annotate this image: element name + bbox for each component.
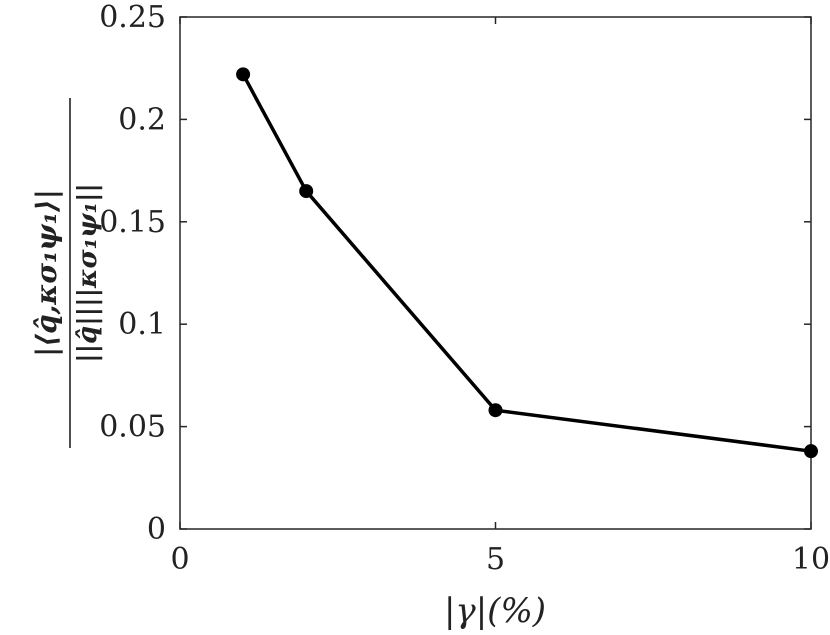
y-axis-ticks: 0 0.05 0.1 0.15 0.2 0.25: [99, 0, 811, 547]
data-point: [804, 444, 818, 459]
data-point: [299, 184, 314, 199]
series-line: [241, 73, 812, 453]
series-group: [236, 67, 818, 459]
x-tick-label: 0: [170, 542, 189, 577]
y-axis-label: |⟨q̂,κσ₁ψ₁⟩| ||q̂||||κσ₁ψ₁||: [30, 98, 103, 448]
y-tick-label: 0.2: [118, 102, 166, 137]
y-axis-label-denominator: ||q̂||||κσ₁ψ₁||: [73, 183, 103, 363]
x-tick-label: 10: [792, 542, 830, 577]
y-tick-label: 0.1: [118, 307, 166, 342]
x-tick-label: 5: [486, 542, 505, 577]
y-tick-label: 0.25: [99, 0, 166, 35]
y-axis-label-numerator: |⟨q̂,κσ₁ψ₁⟩|: [30, 189, 63, 357]
y-tick-label: 0.05: [99, 410, 166, 445]
y-tick-label: 0: [147, 512, 166, 547]
plot-area: [179, 16, 812, 530]
data-point: [236, 67, 251, 82]
x-axis-ticks: 0 5 10: [170, 17, 830, 577]
y-tick-label: 0.15: [99, 205, 166, 240]
x-axis-label: |γ|(%): [444, 591, 546, 631]
data-point: [488, 403, 503, 418]
